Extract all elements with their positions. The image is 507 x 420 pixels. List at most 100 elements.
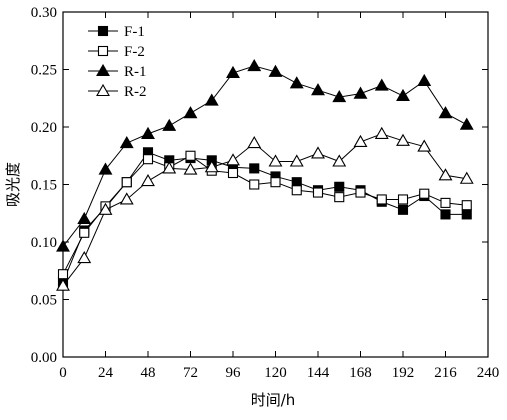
- data-point-r-2: [183, 162, 198, 175]
- legend-entry-f-2: F-2: [88, 44, 145, 60]
- legend-label-f-1: F-1: [124, 24, 145, 40]
- x-tick-label: 144: [307, 365, 330, 381]
- data-point-r-1: [332, 89, 347, 103]
- x-tick-label: 0: [59, 365, 67, 381]
- series-line-f-1: [62, 151, 467, 283]
- data-point-r-1: [119, 135, 134, 149]
- data-point-r-1: [56, 239, 70, 252]
- data-point-r-1: [268, 64, 283, 77]
- y-tick-label: 0.30: [31, 5, 57, 21]
- legend-marker-f-1: [97, 25, 109, 37]
- data-point-r-2: [162, 161, 177, 174]
- data-point-r-2: [247, 135, 262, 149]
- data-point-f-1: [397, 204, 409, 215]
- data-point-r-2: [119, 192, 134, 205]
- x-tick-label: 96: [226, 365, 242, 381]
- series-r-1: [56, 58, 474, 252]
- data-point-r-2: [226, 153, 240, 166]
- x-tick-label: 72: [183, 365, 198, 381]
- legend-entry-f-1: F-1: [88, 24, 145, 40]
- data-point-f-2: [121, 177, 132, 188]
- data-point-f-2: [440, 197, 451, 208]
- x-tick-label: 240: [477, 365, 500, 381]
- legend-marker-f-2: [97, 45, 109, 57]
- y-tick-label: 0.10: [31, 235, 57, 251]
- legend-label-r-1: R-1: [124, 64, 147, 80]
- data-point-f-2: [249, 179, 260, 190]
- data-point-f-2: [291, 185, 302, 196]
- data-point-r-1: [417, 73, 432, 87]
- data-point-r-2: [56, 278, 70, 291]
- data-point-r-1: [226, 65, 240, 78]
- data-point-r-2: [353, 134, 368, 147]
- x-tick-label: 192: [392, 365, 415, 381]
- data-point-f-2: [270, 177, 281, 188]
- series-line-r-2: [62, 133, 467, 287]
- data-point-r-1: [311, 83, 325, 96]
- data-point-r-1: [374, 78, 389, 91]
- data-point-f-1: [440, 209, 451, 220]
- data-point-r-2: [374, 126, 389, 139]
- y-tick-label: 0.25: [31, 63, 57, 79]
- data-point-f-2: [355, 187, 366, 198]
- series-f-2: [57, 150, 472, 280]
- y-tick-label: 0.00: [31, 350, 57, 366]
- x-tick-label: 48: [141, 365, 156, 381]
- data-point-r-1: [459, 117, 474, 130]
- x-axis-title: 时间/h: [251, 391, 296, 409]
- y-tick-label: 0.05: [31, 293, 57, 309]
- data-point-r-2: [98, 202, 113, 215]
- data-point-f-2: [419, 188, 430, 199]
- data-point-r-2: [396, 133, 410, 146]
- data-point-r-2: [204, 160, 219, 173]
- x-tick-label: 24: [98, 365, 114, 381]
- data-point-r-2: [289, 154, 304, 167]
- legend-marker-r-1: [96, 63, 110, 77]
- data-point-f-2: [312, 187, 324, 198]
- data-point-r-1: [204, 93, 219, 106]
- data-point-f-1: [461, 209, 472, 220]
- data-point-f-1: [334, 181, 345, 192]
- data-point-f-1: [249, 163, 260, 174]
- x-tick-label: 216: [434, 365, 457, 381]
- data-point-r-1: [183, 106, 198, 119]
- data-point-r-1: [289, 76, 304, 89]
- data-point-r-2: [141, 173, 155, 187]
- data-point-r-1: [77, 211, 92, 225]
- x-tick-label: 168: [349, 365, 372, 381]
- data-point-r-1: [162, 118, 177, 131]
- data-point-f-2: [376, 194, 387, 205]
- data-point-r-2: [268, 154, 283, 167]
- data-point-r-2: [438, 168, 453, 181]
- series-line-f-2: [62, 155, 467, 275]
- data-point-r-2: [332, 154, 347, 167]
- legend-entry-r-1: R-1: [88, 63, 147, 80]
- x-tick-label: 120: [264, 365, 287, 381]
- data-point-r-1: [438, 106, 453, 119]
- data-point-r-2: [311, 146, 325, 159]
- data-point-r-1: [247, 58, 262, 72]
- data-point-f-2: [142, 154, 154, 165]
- y-tick-label: 0.20: [31, 120, 57, 136]
- legend-label-r-2: R-2: [124, 84, 147, 100]
- y-axis-title: 吸光度: [4, 162, 22, 207]
- data-point-r-1: [353, 86, 368, 99]
- data-point-f-2: [57, 269, 69, 280]
- data-point-r-1: [396, 88, 410, 101]
- series-line-r-1: [62, 65, 467, 247]
- data-point-r-2: [459, 171, 474, 184]
- legend-label-f-2: F-2: [124, 44, 145, 60]
- data-point-f-2: [334, 192, 345, 203]
- data-point-r-1: [141, 126, 155, 139]
- series-f-1: [57, 147, 472, 288]
- data-point-r-2: [77, 250, 92, 264]
- data-point-r-2: [417, 139, 432, 152]
- y-tick-label: 0.15: [31, 178, 57, 194]
- series-r-2: [56, 126, 474, 291]
- data-point-f-2: [79, 227, 90, 238]
- legend-entry-r-2: R-2: [88, 83, 147, 100]
- data-point-r-1: [98, 162, 113, 175]
- data-point-f-2: [227, 167, 239, 179]
